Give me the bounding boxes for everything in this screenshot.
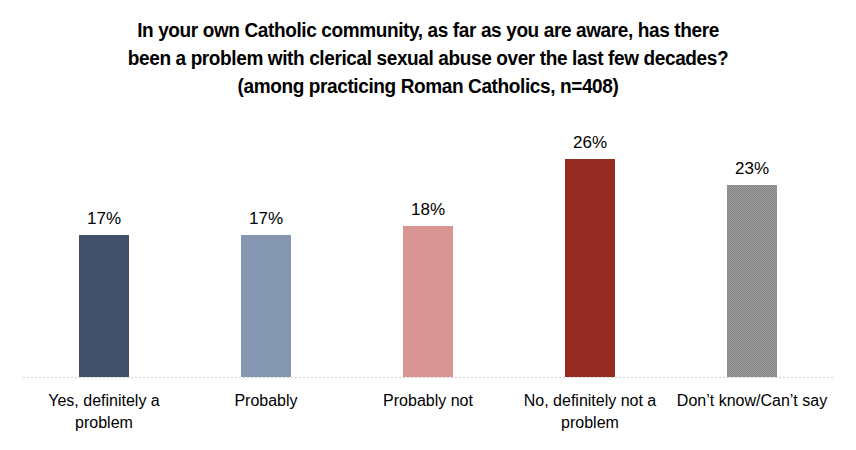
category-label-3: Probably not (347, 390, 509, 434)
chart-title: In your own Catholic community, as far a… (21, 16, 834, 100)
bar-value-label-3: 18% (388, 200, 468, 220)
category-label-4: No, definitely not a problem (509, 390, 671, 434)
bar-value-label-4: 26% (550, 133, 630, 153)
bar-value-label-2: 17% (226, 209, 306, 229)
bar-5 (727, 185, 777, 377)
bar-4 (565, 159, 615, 377)
chart-title-line-2: been a problem with clerical sexual abus… (21, 44, 834, 72)
bar-1 (79, 235, 129, 377)
chart-title-line-1: In your own Catholic community, as far a… (21, 16, 834, 44)
bar-chart: In your own Catholic community, as far a… (0, 0, 856, 450)
category-label-2: Probably (185, 390, 347, 434)
category-label-5: Don’t know/Can’t say (671, 390, 833, 434)
bar-2 (241, 235, 291, 377)
category-label-1: Yes, definitely a problem (23, 390, 185, 434)
bar-3 (403, 226, 453, 377)
bar-value-label-5: 23% (712, 159, 792, 179)
category-axis: Yes, definitely a problemProbablyProbabl… (23, 390, 833, 434)
x-axis-line (23, 377, 833, 378)
plot-area: 17% 17% 18% 26% 23% (23, 126, 833, 377)
bar-value-label-1: 17% (64, 209, 144, 229)
chart-title-line-3: (among practicing Roman Catholics, n=408… (21, 72, 834, 100)
